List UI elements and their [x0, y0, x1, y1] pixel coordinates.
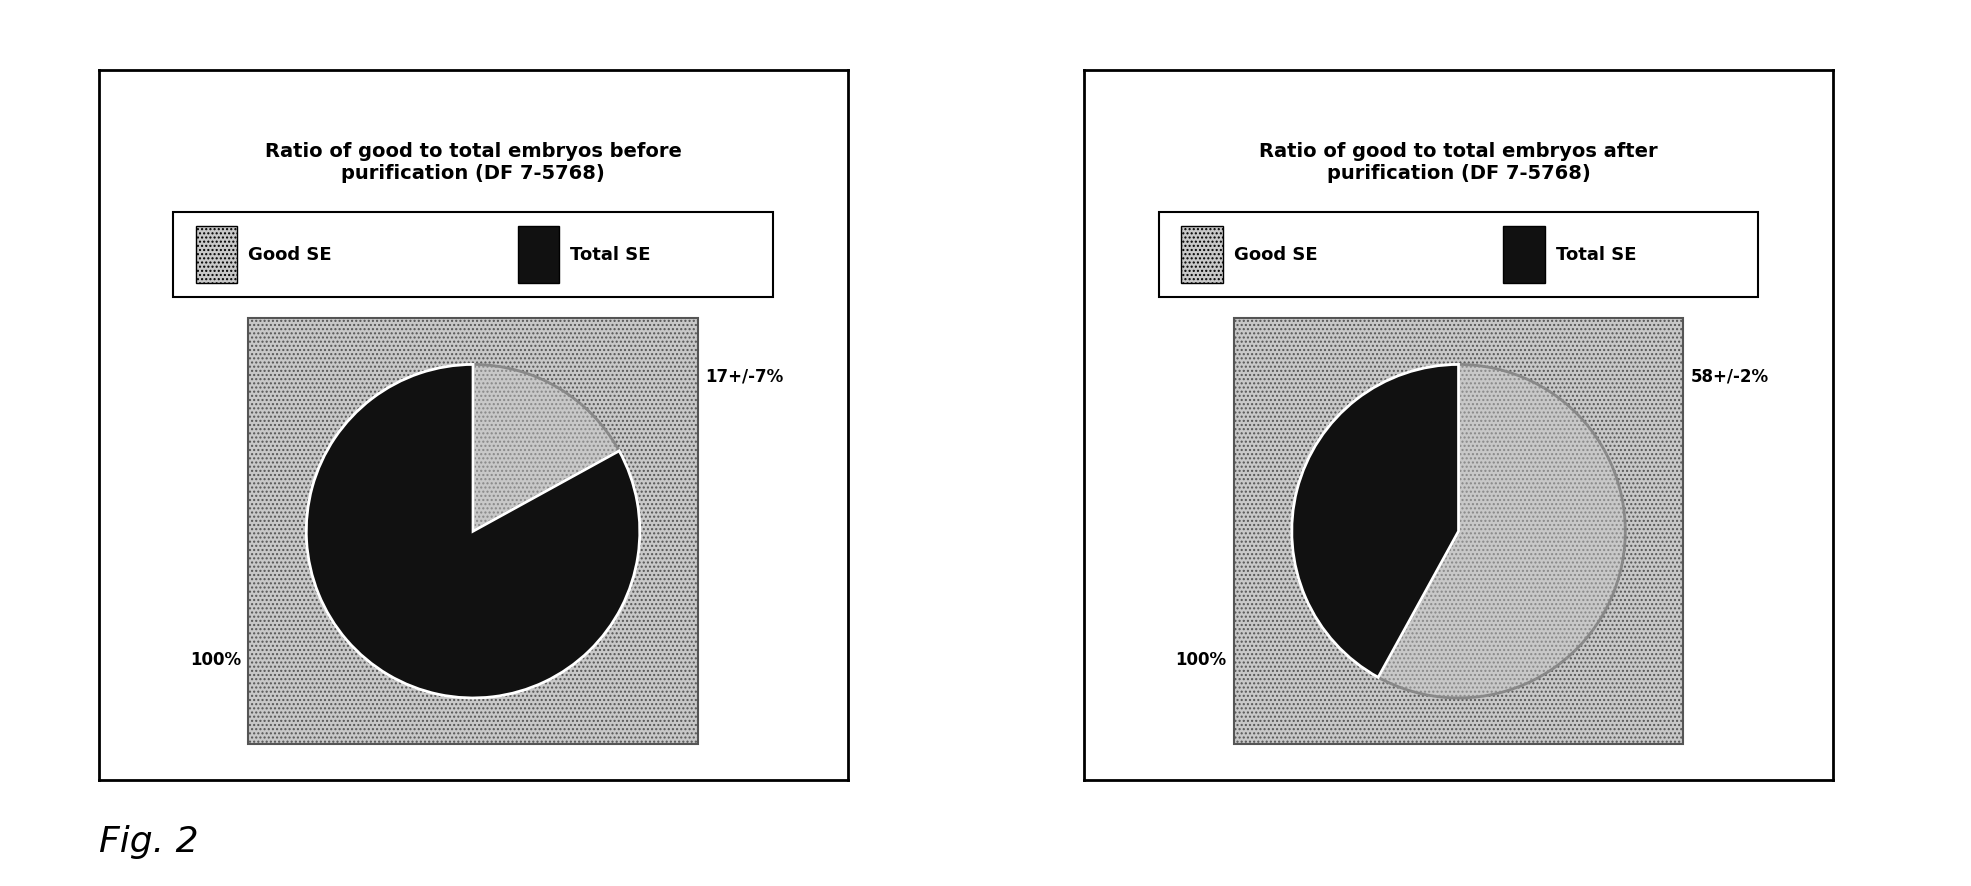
Text: Good SE: Good SE	[248, 246, 331, 264]
Bar	[518, 227, 560, 284]
Bar	[1181, 227, 1222, 284]
Wedge shape	[1291, 365, 1459, 678]
Text: Ratio of good to total embryos before
purification (DF 7-5768): Ratio of good to total embryos before pu…	[264, 142, 682, 183]
Text: 100%: 100%	[189, 650, 240, 668]
Bar	[195, 227, 237, 284]
Text: 100%: 100%	[1175, 650, 1226, 668]
Wedge shape	[306, 365, 641, 698]
Bar	[1234, 319, 1683, 744]
Text: 17+/-7%: 17+/-7%	[706, 367, 784, 385]
Bar	[1504, 227, 1545, 284]
FancyBboxPatch shape	[173, 213, 773, 298]
Text: Fig. 2: Fig. 2	[99, 824, 199, 858]
Text: Total SE: Total SE	[1555, 246, 1636, 264]
Wedge shape	[473, 365, 619, 532]
Wedge shape	[1378, 365, 1626, 698]
Text: Ratio of good to total embryos after
purification (DF 7-5768): Ratio of good to total embryos after pur…	[1259, 142, 1658, 183]
Text: Good SE: Good SE	[1234, 246, 1317, 264]
Bar	[248, 319, 698, 744]
FancyBboxPatch shape	[1159, 213, 1758, 298]
Text: 58+/-2%: 58+/-2%	[1691, 367, 1768, 385]
Text: Total SE: Total SE	[570, 246, 650, 264]
